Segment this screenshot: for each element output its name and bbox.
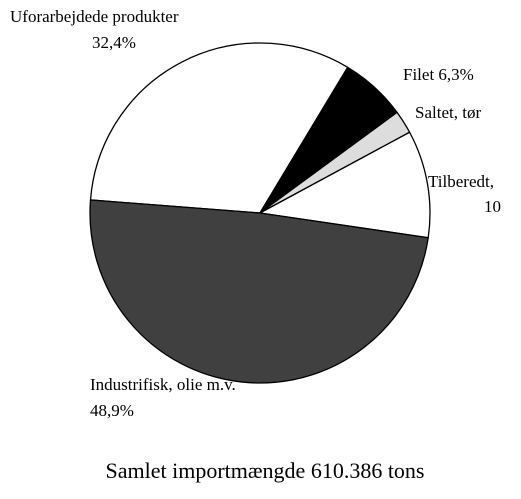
category-label: Industrifisk, olie m.v. [90,375,236,394]
pie-slice [89,199,429,384]
slice-label: Filet 6,3% [403,65,474,84]
category-label: Saltet, tør [415,103,481,122]
value-label: 6,3% [438,65,473,84]
value-label: 10 [484,197,501,216]
value-label: 32,4% [92,33,136,52]
chart-title: Samlet importmængde 610.386 tons [106,458,425,483]
value-label: 48,9% [90,401,134,420]
pie-slice [89,42,349,214]
category-label: Filet [403,65,434,84]
pie-slice [257,131,431,239]
category-label: Uforarbejdede produkter [10,7,179,26]
category-label: Tilberedt, [428,172,494,191]
